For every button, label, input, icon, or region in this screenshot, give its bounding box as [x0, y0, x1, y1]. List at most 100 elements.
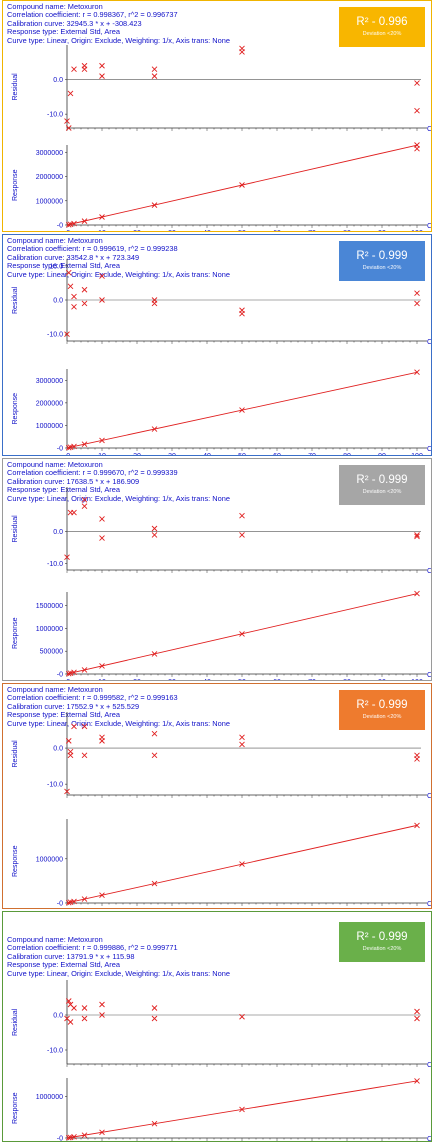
residual-point [99, 1012, 105, 1018]
conc-label: Conc [427, 793, 431, 800]
residual-tick-label: 0.0 [53, 298, 63, 305]
residual-tick-label: 10.0 [49, 263, 63, 270]
info-line: Curve type: Linear, Origin: Exclude, Wei… [7, 493, 230, 503]
x-tick-label: -0 [64, 679, 70, 681]
residual-point [65, 269, 72, 276]
residual-plot: 0.0 -10.0 Residual Conc [12, 45, 431, 133]
info-line: Calibration curve: 17638.5 * x + 186.909 [7, 476, 140, 486]
x-tick-label: 70 [308, 908, 316, 909]
x-tick-label: 50 [238, 453, 246, 456]
x-tick-label: 80 [343, 679, 351, 681]
r2-badge: R² - 0.999 Deviation <20% [339, 690, 425, 730]
deviation-label: Deviation <20% [362, 489, 402, 495]
response-point [71, 443, 77, 450]
residual-plot: 0.0 -10.0 Residual Conc [12, 980, 431, 1069]
residual-point [414, 300, 420, 307]
response-tick-label: 2000000 [36, 174, 63, 181]
response-tick-label: -0 [57, 1136, 63, 1142]
response-axis-label: Response [12, 1092, 19, 1124]
x-tick-label: 70 [308, 679, 316, 681]
info-line: Correlation coefficient: r = 0.998367, r… [7, 10, 178, 20]
residual-point [239, 1013, 245, 1020]
residual-point [81, 286, 88, 293]
residual-tick-label: -10.0 [47, 332, 63, 339]
residual-point [65, 998, 72, 1004]
residual-point [414, 756, 420, 762]
calibration-panel-5: Compound name: Metoxuron Correlation coef… [2, 911, 432, 1142]
response-point [99, 1129, 105, 1136]
response-point [99, 892, 105, 899]
response-point [81, 218, 88, 224]
x-tick-label: 80 [343, 453, 351, 456]
response-point [81, 667, 88, 673]
response-tick-label: -0 [57, 223, 63, 230]
residual-point [71, 723, 77, 730]
residual-plot: 0.0 -10.0 Residual Conc [12, 487, 431, 575]
info-line: Curve type: Linear, Origin: Exclude, Wei… [7, 968, 230, 978]
residual-point [414, 533, 420, 540]
x-tick-label: 20 [133, 453, 141, 456]
residual-tick-label: 0.0 [53, 1013, 63, 1020]
info-line: Calibration curve: 33542.8 * x + 723.349 [7, 252, 140, 262]
x-tick-label: 10 [98, 453, 106, 456]
info-line: Calibration curve: 32945.3 * x + -308.42… [7, 18, 142, 28]
info-line: Compound name: Metoxuron [7, 935, 103, 944]
response-tick-label: 1500000 [36, 603, 63, 610]
residual-plot: 10.0 0.0 -10.0 Residual Conc [12, 259, 431, 346]
response-point [71, 1134, 77, 1140]
info-line: Compound name: Metoxuron [7, 2, 103, 11]
x-tick-label: 80 [343, 230, 351, 232]
response-point [414, 1078, 420, 1084]
x-tick-label: 80 [343, 908, 351, 909]
r2-badge: R² - 0.999 Deviation <20% [339, 922, 425, 962]
residual-tick-label: -10.0 [47, 782, 63, 789]
x-tick-label: 100 [411, 908, 423, 909]
residual-point [151, 300, 158, 307]
info-line: Compound name: Metoxuron [7, 685, 103, 694]
response-point [151, 1120, 158, 1127]
info-line: Correlation coefficient: r = 0.999670, r… [7, 468, 178, 478]
info-line: Curve type: Linear, Origin: Exclude, Wei… [7, 718, 230, 728]
residual-point [65, 125, 72, 131]
residual-point [414, 1015, 420, 1022]
residual-point [99, 535, 105, 541]
x-tick-label: 100 [411, 679, 423, 681]
response-point [239, 1106, 245, 1113]
x-tick-label: 40 [203, 453, 211, 456]
residual-point [151, 525, 158, 532]
residual-point [99, 516, 105, 522]
response-point [151, 880, 158, 887]
residual-point [99, 73, 105, 79]
residual-point [239, 734, 245, 741]
residual-point [239, 49, 245, 55]
response-point [239, 182, 245, 188]
residual-tick-label: 0.0 [53, 77, 63, 84]
calibration-panel-1: Compound name: Metoxuron Correlation coef… [2, 0, 432, 232]
info-line: Curve type: Linear, Origin: Exclude, Wei… [7, 269, 230, 279]
x-tick-label: 90 [378, 230, 386, 232]
residual-point [99, 62, 105, 69]
calibration-plots: 0.0 -10.0 Residual Conc 1500000 1000000 500000… [12, 487, 431, 681]
x-tick-label: -0 [64, 230, 70, 232]
residual-point [67, 90, 74, 97]
calibration-panel-2: Compound name: Metoxuron Correlation coef… [2, 234, 432, 456]
residual-point [81, 503, 88, 509]
residual-point [81, 66, 88, 73]
conc-label: Conc [427, 223, 431, 230]
residual-axis-label: Residual [12, 740, 19, 768]
x-tick-label: 30 [168, 908, 176, 909]
residual-point [151, 1015, 158, 1022]
residual-tick-label: 0.0 [53, 746, 63, 753]
response-plot: 1000000 -0 Response Conc -0 10 20 30 40 50 60 70 80 9… [12, 819, 431, 909]
response-axis-label: Response [12, 845, 19, 877]
r2-badge: R² - 0.996 Deviation <20% [339, 7, 425, 47]
calibration-plots: 0.0 -10.0 Residual Conc 3000000 2000000 100000… [12, 45, 431, 232]
calibration-plots: 0.0 -10.0 Residual Conc 1000000 -0 Response Con… [12, 980, 431, 1142]
x-tick-label: 60 [273, 453, 281, 456]
compound-info: Compound name: Metoxuron Correlation coef… [7, 460, 230, 503]
residual-point [151, 1005, 158, 1011]
response-point [414, 369, 420, 375]
info-line: Compound name: Metoxuron [7, 460, 103, 469]
info-line: Compound name: Metoxuron [7, 236, 103, 245]
deviation-label: Deviation <20% [362, 265, 402, 271]
